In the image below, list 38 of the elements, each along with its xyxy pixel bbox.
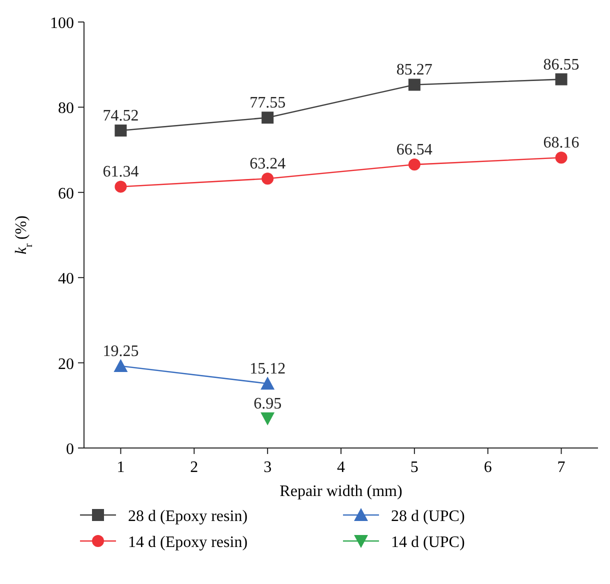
data-label: 68.16 [543, 134, 580, 152]
data-label: 85.27 [396, 62, 432, 79]
point [408, 158, 420, 171]
data-label: 19.25 [102, 342, 139, 360]
data-label: 77.55 [250, 94, 286, 112]
legend-label: 14 d (Epoxy resin) [128, 534, 248, 551]
data-label: 74.52 [102, 108, 139, 125]
point [262, 172, 274, 185]
data-label: 63.24 [250, 156, 286, 173]
data-label: 66.54 [396, 142, 432, 159]
legend-label: 14 d (UPC) [391, 534, 465, 551]
point [114, 124, 127, 137]
x-tick-label: 1 [116, 459, 125, 476]
y-tick-label: 60 [58, 185, 74, 202]
y-tick-label: 0 [66, 441, 74, 458]
point [555, 152, 568, 164]
data-label: 61.34 [102, 164, 139, 181]
y-tick-label: 40 [58, 270, 74, 288]
point [260, 412, 275, 426]
x-tick-label: 2 [190, 459, 198, 476]
x-axis-title: Repair width (mm) [280, 483, 402, 500]
point [262, 112, 274, 124]
legend-label: 28 d (UPC) [391, 508, 465, 525]
x-tick-label: 4 [337, 459, 345, 476]
legend-label: 28 d (Epoxy resin) [128, 508, 248, 525]
data-label: 86.55 [543, 56, 580, 74]
y-tick-label: 20 [58, 356, 74, 373]
data-label: 6.95 [254, 395, 282, 412]
x-tick-label: 6 [484, 459, 492, 476]
y-tick-label: 80 [58, 100, 74, 118]
point [408, 78, 420, 91]
data-label: 15.12 [250, 360, 286, 378]
point [555, 73, 568, 86]
x-tick-label: 3 [264, 459, 272, 476]
x-tick-label: 5 [410, 459, 418, 476]
y-tick-label: 100 [50, 15, 74, 32]
x-tick-label: 7 [557, 459, 566, 476]
point [114, 180, 127, 193]
